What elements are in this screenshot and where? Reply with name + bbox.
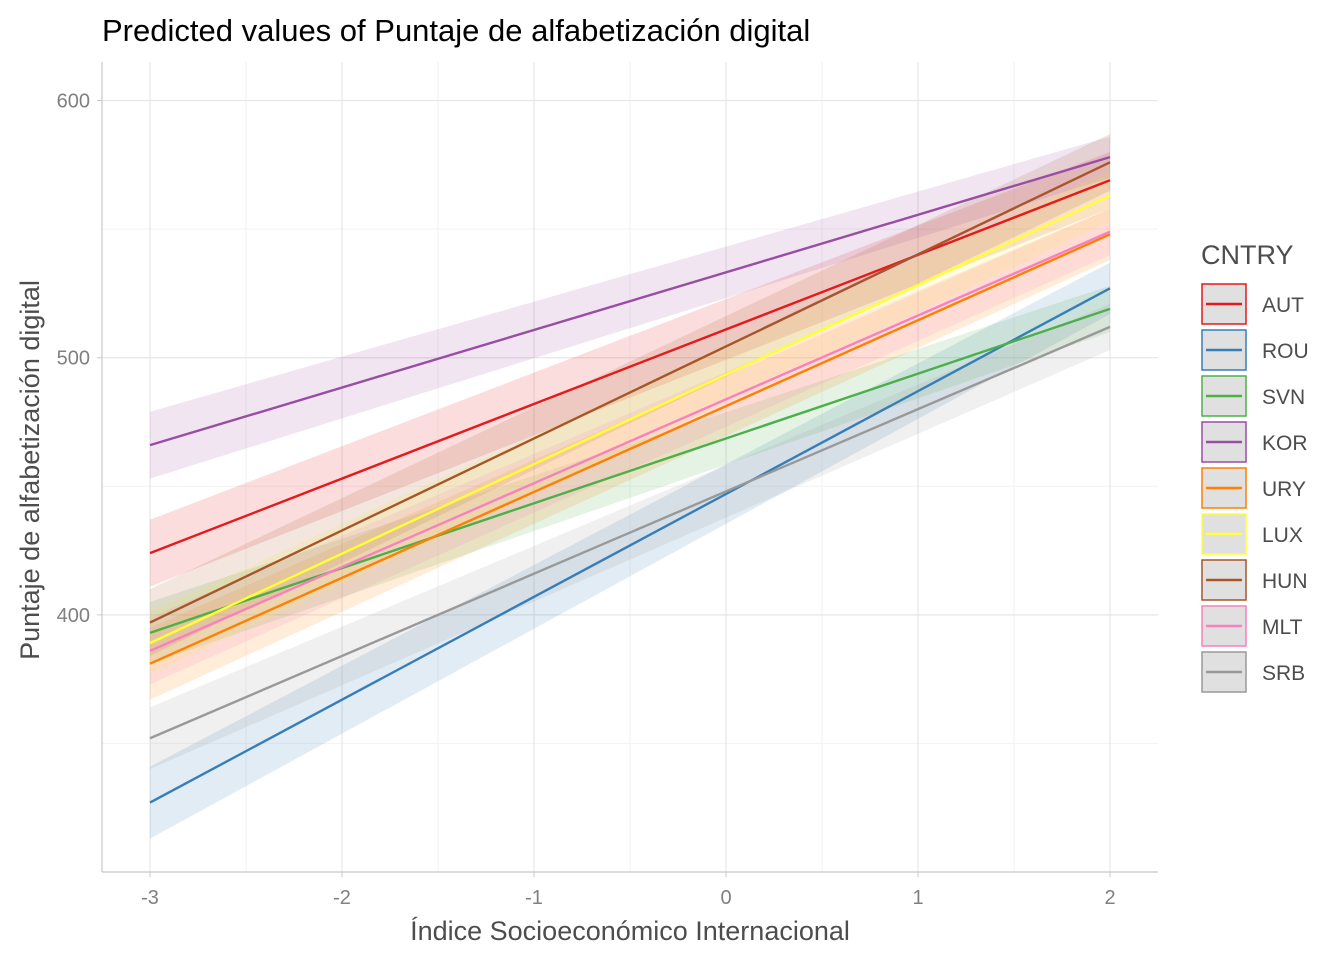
- line-kor: [149, 155, 1111, 447]
- legend-label: SVN: [1262, 386, 1305, 409]
- y-tick-label: 400: [57, 605, 90, 627]
- chart-title: Predicted values of Puntaje de alfabetiz…: [102, 13, 810, 48]
- legend-label: ROU: [1262, 340, 1309, 363]
- line-svn: [149, 307, 1111, 634]
- x-tick-label: -3: [141, 887, 159, 909]
- x-axis-title: Índice Socioeconómico Internacional: [410, 916, 850, 946]
- line-mlt: [149, 230, 1111, 652]
- line-aut: [149, 179, 1111, 555]
- legend-item-lux: LUX: [1201, 513, 1303, 555]
- line-srb: [149, 325, 1111, 740]
- legend-label: URY: [1262, 478, 1306, 501]
- x-tick-label: 0: [720, 887, 731, 909]
- band-srb: [150, 303, 1110, 770]
- legend-title: CNTRY: [1201, 240, 1294, 270]
- band-ury: [150, 208, 1110, 700]
- legend-label: LUX: [1262, 524, 1303, 547]
- series-lines: [149, 155, 1111, 804]
- legend-label: MLT: [1262, 616, 1303, 639]
- band-kor: [150, 136, 1110, 479]
- legend: CNTRY AUT ROU SVN KOR URY LUX HUN MLT SRB: [1201, 240, 1309, 693]
- band-lux: [150, 170, 1110, 674]
- minor-gridlines: [102, 62, 1158, 872]
- line-rou: [149, 287, 1111, 804]
- line-lux: [149, 194, 1111, 645]
- major-gridlines: [102, 62, 1158, 872]
- legend-item-ury: URY: [1201, 467, 1306, 509]
- legend-item-aut: AUT: [1201, 283, 1304, 325]
- band-aut: [150, 152, 1110, 587]
- line-ury: [149, 233, 1111, 665]
- legend-item-kor: KOR: [1201, 421, 1308, 463]
- legend-label: AUT: [1262, 294, 1304, 317]
- x-axis-ticks: -3 -2 -1 0 1 2: [141, 872, 1116, 909]
- x-tick-label: 2: [1104, 887, 1115, 909]
- y-axis-ticks: 400 500 600: [57, 91, 102, 627]
- band-mlt: [150, 208, 1110, 685]
- x-tick-label: -1: [525, 887, 543, 909]
- legend-label: KOR: [1262, 432, 1308, 455]
- axes: [101, 62, 1158, 873]
- x-tick-label: 1: [912, 887, 923, 909]
- legend-item-rou: ROU: [1201, 329, 1309, 371]
- legend-item-svn: SVN: [1201, 375, 1305, 417]
- y-tick-label: 500: [57, 348, 90, 370]
- band-rou: [150, 262, 1110, 839]
- legend-item-hun: HUN: [1201, 559, 1308, 601]
- x-tick-label: -2: [333, 887, 351, 909]
- confidence-bands: [150, 134, 1110, 839]
- y-axis-title: Puntaje de alfabetización digital: [15, 280, 45, 660]
- band-hun: [150, 134, 1110, 656]
- line-hun: [149, 161, 1111, 624]
- legend-item-mlt: MLT: [1201, 605, 1303, 647]
- y-tick-label: 600: [57, 91, 90, 113]
- legend-label: SRB: [1262, 662, 1305, 685]
- legend-label: HUN: [1262, 570, 1308, 593]
- legend-item-srb: SRB: [1201, 651, 1305, 693]
- band-svn: [150, 285, 1110, 664]
